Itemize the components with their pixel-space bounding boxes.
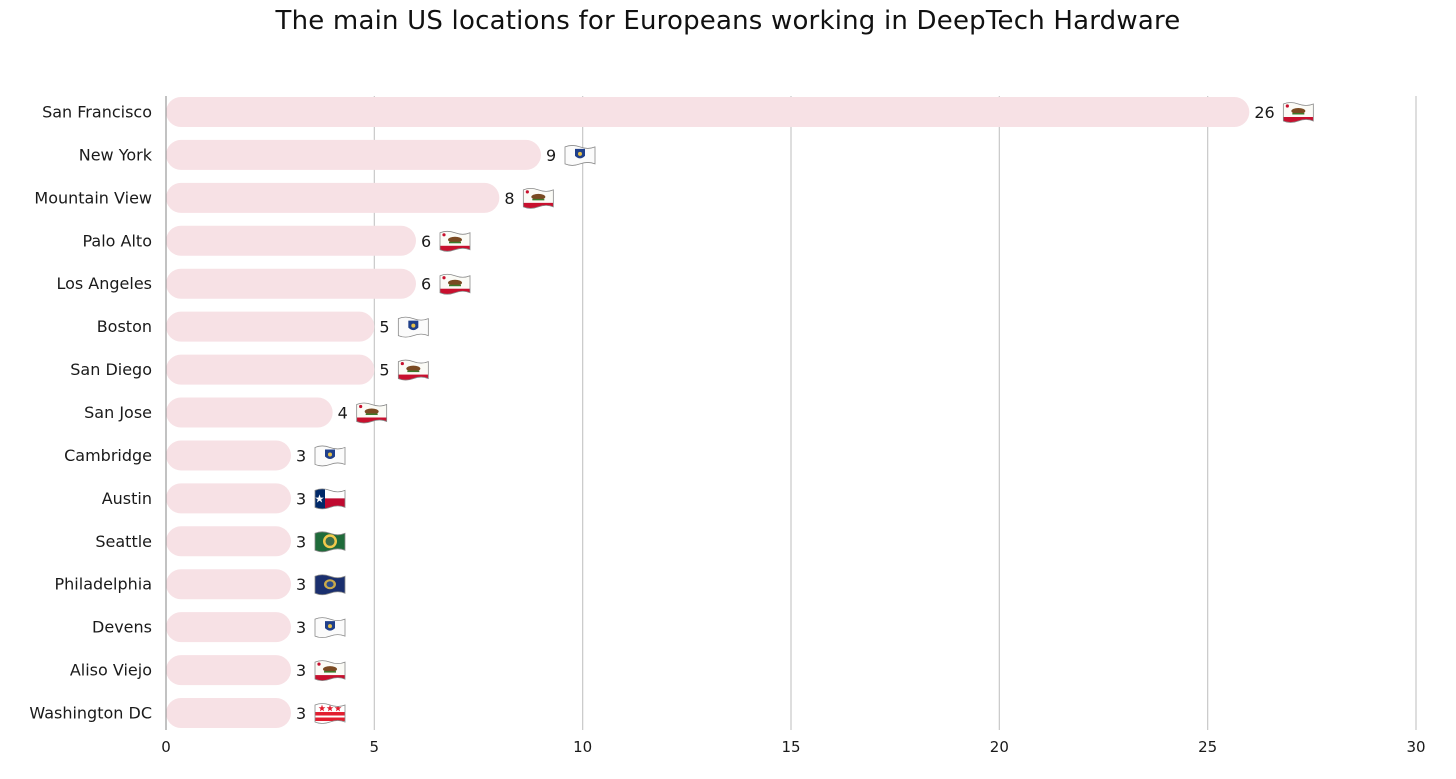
value-label: 26 [1254,103,1274,122]
california-flag-icon [1282,102,1314,123]
category-label: Boston [97,317,152,336]
category-label: New York [79,145,153,164]
bar [166,397,333,428]
category-label: Aliso Viejo [70,661,152,680]
category-label: San Francisco [42,103,152,122]
pennsylvania-flag-icon [314,574,346,596]
washington-flag-icon [314,531,346,553]
bar [166,483,291,514]
value-label: 3 [296,661,306,680]
value-label: 3 [296,532,306,551]
category-label: Los Angeles [56,274,152,293]
value-label: 3 [296,489,306,508]
category-label: Devens [92,618,152,637]
california-flag-icon [439,273,471,295]
x-tick-label: 25 [1198,738,1217,756]
california-flag-icon [397,359,429,381]
california-flag-icon [522,187,554,209]
massachusetts-flag-icon [314,617,346,639]
bar [166,612,291,643]
x-tick-label: 10 [573,738,592,756]
value-label: 9 [546,146,556,165]
texas-flag-icon [314,488,346,510]
x-tick-label: 5 [370,738,380,756]
value-label: 5 [379,318,389,337]
category-label: Philadelphia [55,575,152,594]
x-tick-label: 15 [781,738,800,756]
value-label: 8 [504,189,514,208]
bar [166,569,291,600]
category-label: Cambridge [64,446,152,465]
bar [166,311,375,342]
category-label: Mountain View [34,188,152,207]
bars [166,97,1250,729]
x-tick-label: 0 [161,738,171,756]
value-label: 3 [296,575,306,594]
value-label: 6 [421,275,431,294]
bar [166,354,375,385]
massachusetts-flag-icon [314,445,346,467]
bar [166,655,291,686]
california-flag-icon [439,230,471,252]
bar [166,526,291,557]
bar [166,97,1250,127]
california-flag-icon [356,402,388,424]
bar [166,139,541,170]
bar [166,268,416,299]
bar [166,698,291,729]
massachusetts-flag-icon [397,316,429,338]
value-label: 6 [421,232,431,251]
category-label: Washington DC [29,704,152,723]
california-flag-icon [314,660,346,681]
dc-flag-icon [314,703,346,724]
bar [166,225,416,256]
bar [166,182,500,213]
value-label: 5 [379,361,389,380]
category-label: Austin [102,489,152,508]
value-label: 3 [296,704,306,723]
chart-title: The main US locations for Europeans work… [275,6,1181,36]
bar [166,440,291,471]
category-label: San Jose [84,403,152,422]
category-label: Palo Alto [82,231,152,250]
category-label: San Diego [70,360,152,379]
massachusetts-flag-icon [564,145,596,166]
category-label: Seattle [95,532,152,551]
value-label: 4 [338,404,348,423]
x-tick-label: 30 [1406,738,1425,756]
value-label: 3 [296,446,306,465]
value-label: 3 [296,618,306,637]
x-tick-label: 20 [990,738,1009,756]
